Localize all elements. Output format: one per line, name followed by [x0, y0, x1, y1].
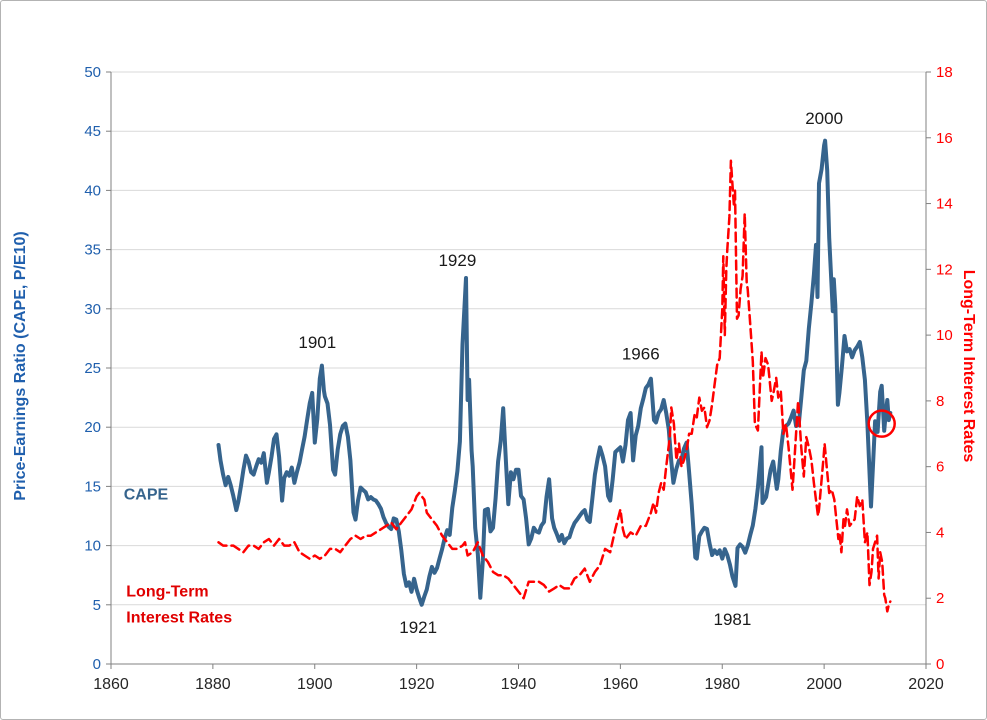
y-right-tick-label: 14: [936, 196, 953, 213]
annotation-1921: 1921: [399, 618, 437, 637]
x-tick-label: 2020: [908, 676, 944, 693]
y-left-tick-label: 50: [84, 64, 101, 81]
y-right-tick-label: 18: [936, 64, 953, 81]
x-tick-label: 1960: [603, 676, 639, 693]
annotation-2000: 2000: [805, 109, 843, 128]
x-tick-label: 1900: [297, 676, 333, 693]
annotation-interest-rates: Interest Rates: [126, 610, 232, 627]
annotation-1966: 1966: [622, 345, 660, 364]
series-long-term-interest-rates-line: [217, 159, 892, 613]
series-cape-line: [216, 138, 893, 607]
y-right-tick-label: 10: [936, 327, 953, 344]
y-right-tick-label: 16: [936, 130, 953, 147]
y-left-tick-label: 35: [84, 242, 101, 259]
annotation-long-term: Long-Term: [126, 584, 208, 601]
y-left-tick-label: 5: [93, 597, 101, 614]
y-right-tick-label: 4: [936, 524, 944, 541]
y-left-tick-label: 15: [84, 478, 101, 495]
y-left-tick-label: 0: [93, 656, 101, 673]
right-axis-title: Long-Term Interest Rates: [960, 270, 977, 463]
annotation-cape: CAPE: [124, 486, 169, 503]
x-tick-label: 1880: [195, 676, 231, 693]
x-tick-label: 1980: [704, 676, 740, 693]
y-left-tick-label: 20: [84, 419, 101, 436]
annotation-1901: 1901: [298, 333, 336, 352]
x-tick-label: 1860: [93, 676, 129, 693]
y-right-tick-label: 2: [936, 590, 944, 607]
annotation-1929: 1929: [438, 251, 476, 270]
y-left-tick-label: 10: [84, 538, 101, 555]
y-left-tick-label: 25: [84, 360, 101, 377]
y-right-tick-label: 12: [936, 261, 953, 278]
x-tick-label: 2000: [806, 676, 842, 693]
y-right-tick-label: 6: [936, 459, 944, 476]
y-right-tick-label: 8: [936, 393, 944, 410]
x-tick-label: 1920: [399, 676, 435, 693]
y-right-tick-label: 0: [936, 656, 944, 673]
y-left-tick-label: 40: [84, 182, 101, 199]
x-tick-label: 1940: [501, 676, 537, 693]
left-axis-title: Price-Earnings Ratio (CAPE, P/E10): [12, 231, 29, 500]
latest-point-highlight-circle: [867, 409, 896, 438]
y-left-tick-label: 45: [84, 123, 101, 140]
annotation-1981: 1981: [714, 610, 752, 629]
y-left-tick-label: 30: [84, 301, 101, 318]
